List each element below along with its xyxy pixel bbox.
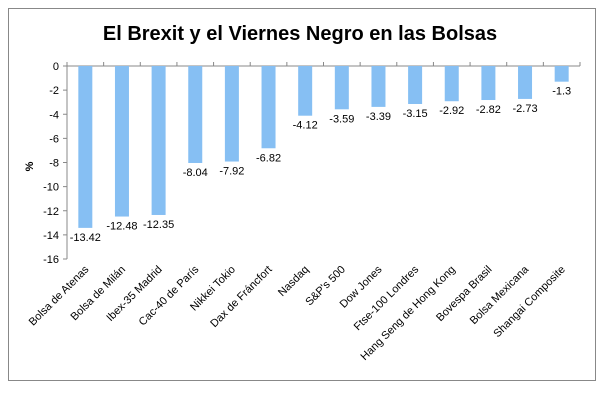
bar-layer (78, 66, 569, 228)
category-label: Nasdaq (276, 264, 311, 299)
bar (261, 66, 276, 149)
data-label: -7.92 (219, 166, 244, 178)
data-label: -3.39 (366, 111, 391, 123)
category-label: Bolsa de Atenas (27, 263, 92, 328)
bar (371, 66, 386, 107)
data-label: -2.73 (512, 103, 537, 115)
y-tick-label: -12 (43, 206, 59, 218)
y-tick-label: -2 (49, 85, 59, 97)
bar (408, 66, 423, 104)
data-label: -2.92 (439, 105, 464, 117)
category-label: Shangai Composite (491, 264, 567, 340)
bar (554, 66, 569, 82)
bar (114, 66, 129, 217)
y-tick-label: -8 (49, 158, 59, 170)
y-tick-label: -10 (43, 182, 59, 194)
bar (481, 66, 496, 101)
bar (444, 66, 459, 102)
data-label: -12.35 (143, 219, 174, 231)
y-tick-label: -4 (49, 109, 59, 121)
data-label: -12.48 (106, 221, 137, 233)
data-label: -4.12 (293, 120, 318, 132)
y-tick-label: -6 (49, 133, 59, 145)
category-label: Ftse-100 Londres (352, 263, 422, 333)
data-label-layer: -13.42 -12.48 -12.35 -8.04 -7.92 -6.82 -4.12 -3… (70, 86, 571, 244)
data-label: -3.59 (329, 113, 354, 125)
y-tick-label: -14 (43, 230, 59, 242)
data-label: -2.82 (476, 104, 501, 116)
bar (224, 66, 239, 162)
data-label: -6.82 (256, 152, 281, 164)
chart-title: El Brexit y el Viernes Negro en las Bols… (103, 23, 497, 45)
bar (151, 66, 166, 215)
bar (78, 66, 93, 228)
bar (518, 66, 533, 99)
data-label: -8.04 (183, 167, 208, 179)
bar (298, 66, 313, 116)
y-tick-label: 0 (53, 61, 59, 73)
data-label: -13.42 (70, 232, 101, 244)
bar (188, 66, 203, 163)
y-axis-label: % (24, 161, 36, 171)
data-label: -1.3 (552, 86, 571, 98)
y-tick-label: -16 (43, 254, 59, 266)
bar (334, 66, 349, 110)
data-label: -3.15 (403, 108, 428, 120)
